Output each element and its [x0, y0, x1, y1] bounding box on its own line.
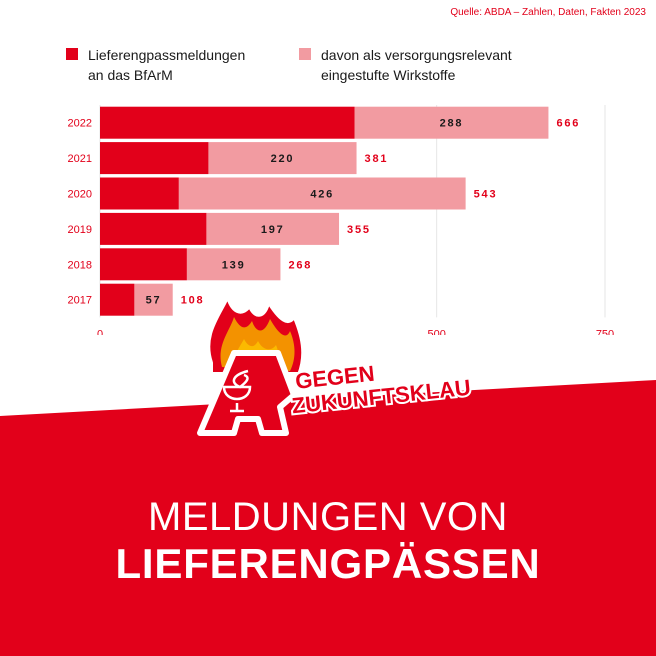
bar-relevant-2022: [354, 106, 549, 139]
data-label-reports-2022: 666: [556, 118, 580, 130]
bar-relevant-2019: [206, 212, 340, 245]
bar-relevant-2020: [178, 177, 466, 210]
legend-swatch-relevant: [299, 48, 311, 60]
bar-chart: 0 500 750 2022 288 666 2021 220 381 2020 426 543 201…: [68, 105, 614, 335]
legend-item-reports: Lieferengpassmeldungen an das BfArM: [66, 45, 245, 85]
red-band-shape: [0, 380, 656, 656]
logo-wordmark: GEGEN ZUKUNFTSKLAU: [289, 359, 474, 421]
data-label-reports-2017: 108: [181, 295, 205, 307]
y-tick-label-2017: 2017: [68, 295, 92, 307]
bar-reports-base-2021: [100, 142, 209, 175]
y-tick-label-2022: 2022: [68, 118, 92, 130]
pharmacy-bowl-of-hygieia-icon: [222, 369, 252, 413]
y-tick-label-2018: 2018: [68, 259, 92, 271]
bar-relevant-2018: [186, 248, 281, 281]
y-tick-label-2019: 2019: [68, 224, 92, 236]
data-label-reports-2019: 355: [347, 224, 371, 236]
data-label-relevant-2021: 220: [271, 153, 295, 165]
source-note: Quelle: ABDA – Zahlen, Daten, Fakten 202…: [450, 7, 646, 18]
data-label-relevant-2020: 426: [310, 189, 334, 201]
y-tick-label-2020: 2020: [68, 189, 92, 201]
bar-reports-base-2020: [100, 177, 179, 210]
headline-line2: LIEFERENGPÄSSEN: [115, 540, 541, 587]
headline-line1: MELDUNGEN VON: [148, 495, 508, 539]
legend-label-reports-line2: an das BfArM: [88, 67, 173, 83]
x-tick-label-750: 750: [596, 328, 614, 335]
bar-relevant-2017: [134, 283, 173, 316]
data-label-reports-2020: 543: [474, 189, 498, 201]
y-tick-label-2021: 2021: [68, 153, 92, 165]
pharmacy-a-icon: [197, 350, 297, 436]
x-tick-label-0: 0: [97, 328, 103, 335]
data-label-relevant-2022: 288: [440, 118, 464, 130]
legend-label-relevant-line1: davon als versorgungsrelevant: [321, 47, 512, 63]
bar-reports-base-2019: [100, 212, 207, 245]
red-background-band: [0, 380, 656, 656]
data-label-reports-2021: 381: [365, 153, 389, 165]
data-label-reports-2018: 268: [288, 259, 312, 271]
legend-label-reports-line1: Lieferengpassmeldungen: [88, 47, 246, 63]
bar-relevant-2021: [208, 142, 357, 175]
legend-label-relevant-line2: eingestufte Wirkstoffe: [321, 67, 456, 83]
bar-reports-base-2017: [100, 283, 135, 316]
data-label-relevant-2018: 139: [222, 259, 246, 271]
bar-reports-base-2022: [100, 106, 355, 139]
data-label-relevant-2019: 197: [261, 224, 285, 236]
data-label-relevant-2017: 57: [146, 295, 162, 307]
x-tick-label-500: 500: [427, 328, 445, 335]
legend-swatch-reports: [66, 48, 78, 60]
legend-item-relevant: davon als versorgungsrelevant eingestuft…: [299, 45, 512, 85]
campaign-logo: GEGEN ZUKUNFTSKLAU: [197, 290, 474, 436]
bar-reports-base-2018: [100, 248, 187, 281]
